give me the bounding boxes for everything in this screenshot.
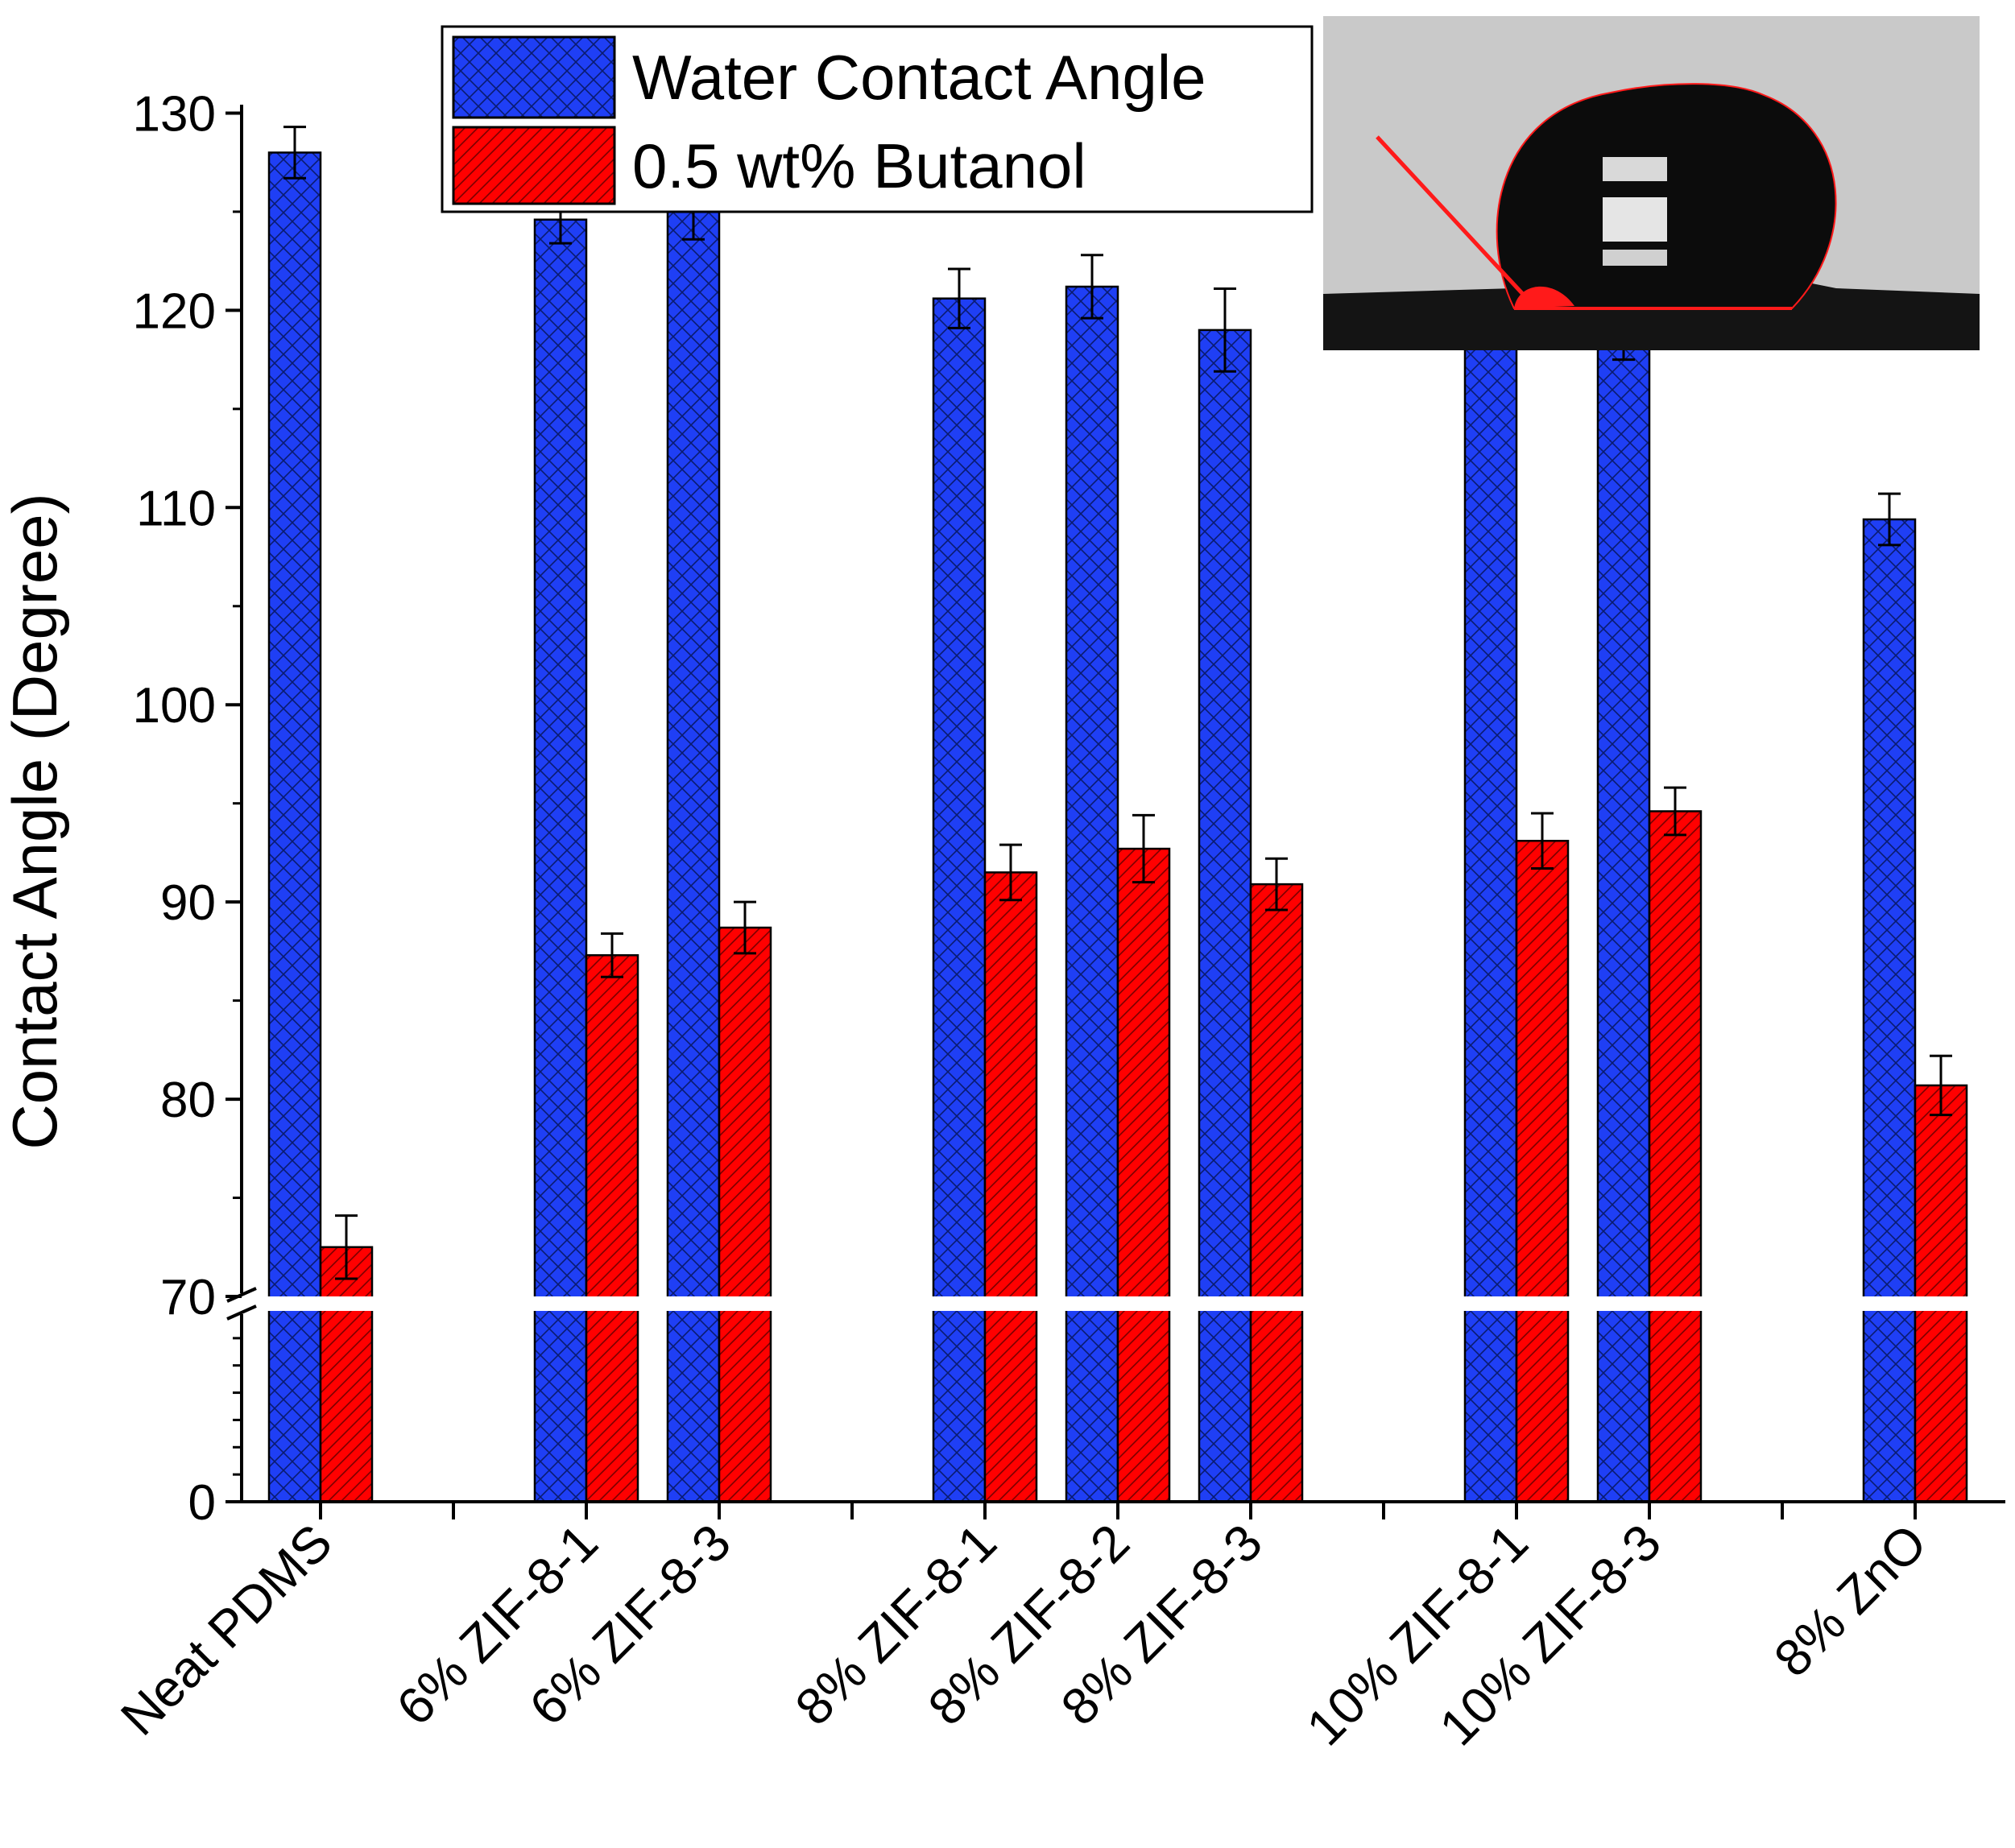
bar-butanol xyxy=(1914,1084,1968,1503)
error-bar xyxy=(1531,812,1554,870)
bar-water xyxy=(666,206,721,1503)
bar-water xyxy=(932,297,987,1503)
bar-butanol xyxy=(1249,883,1304,1503)
legend-label-water: Water Contact Angle xyxy=(632,42,1206,113)
inset-reflection-2 xyxy=(1603,197,1667,242)
error-bar xyxy=(335,1214,358,1280)
x-category-label: Neat PDMS xyxy=(110,1513,343,1747)
error-bar xyxy=(999,843,1022,902)
y-axis-label: Contact Angle (Degree) xyxy=(0,493,70,1149)
bar-butanol xyxy=(1116,847,1171,1503)
error-bar xyxy=(283,126,306,180)
axis-break-gap xyxy=(235,1296,2009,1311)
bar-water xyxy=(1198,329,1252,1503)
bars-layer xyxy=(235,126,2009,1503)
bar-water xyxy=(1862,518,1917,1503)
bar-butanol xyxy=(585,954,639,1503)
bar-butanol xyxy=(1515,839,1570,1503)
error-bar xyxy=(1265,857,1288,912)
bar-butanol xyxy=(1648,810,1703,1503)
bar-water xyxy=(1065,285,1119,1503)
bar-butanol xyxy=(319,1246,374,1503)
bar-water xyxy=(1463,320,1518,1503)
legend-swatch-butanol xyxy=(452,126,616,205)
inset-contact-marker xyxy=(1514,286,1574,308)
inset-substrate xyxy=(1323,283,1980,350)
bar-butanol xyxy=(983,871,1038,1503)
inset-reflection-1 xyxy=(1603,157,1667,181)
droplet-photo-inset xyxy=(1323,16,1980,350)
error-bar xyxy=(1878,492,1901,547)
error-bar xyxy=(1081,254,1103,320)
y-tick-label: 110 xyxy=(136,481,216,536)
y-tick-label: 130 xyxy=(133,86,216,142)
error-bar xyxy=(601,932,623,978)
axis-break-mark-2 xyxy=(226,1304,257,1321)
inset-tangent-line xyxy=(1376,135,1532,304)
bar-water xyxy=(1596,333,1651,1503)
legend-swatch-water xyxy=(452,35,616,119)
y-tick-label: 120 xyxy=(133,283,216,339)
y-tick-label: 100 xyxy=(133,678,216,734)
error-bar xyxy=(1132,813,1155,884)
error-bar xyxy=(734,900,756,955)
error-bar xyxy=(1214,287,1236,373)
y-tick-label: 90 xyxy=(160,875,216,931)
y-tick-label: 0 xyxy=(188,1475,216,1531)
inset-drop xyxy=(1496,83,1837,309)
error-bar xyxy=(1664,786,1686,837)
error-bar xyxy=(948,267,970,329)
y-tick-label: 80 xyxy=(160,1073,216,1128)
bar-water xyxy=(267,151,322,1503)
legend: Water Contact Angle 0.5 wt% Butanol xyxy=(441,25,1314,213)
error-bar xyxy=(1930,1054,1952,1117)
inset-reflection-3 xyxy=(1603,250,1667,266)
y-tick-label: 70 xyxy=(160,1270,216,1325)
bar-butanol xyxy=(718,926,772,1503)
legend-label-butanol: 0.5 wt% Butanol xyxy=(632,130,1086,201)
x-category-label: 8% ZnO xyxy=(1763,1513,1938,1688)
